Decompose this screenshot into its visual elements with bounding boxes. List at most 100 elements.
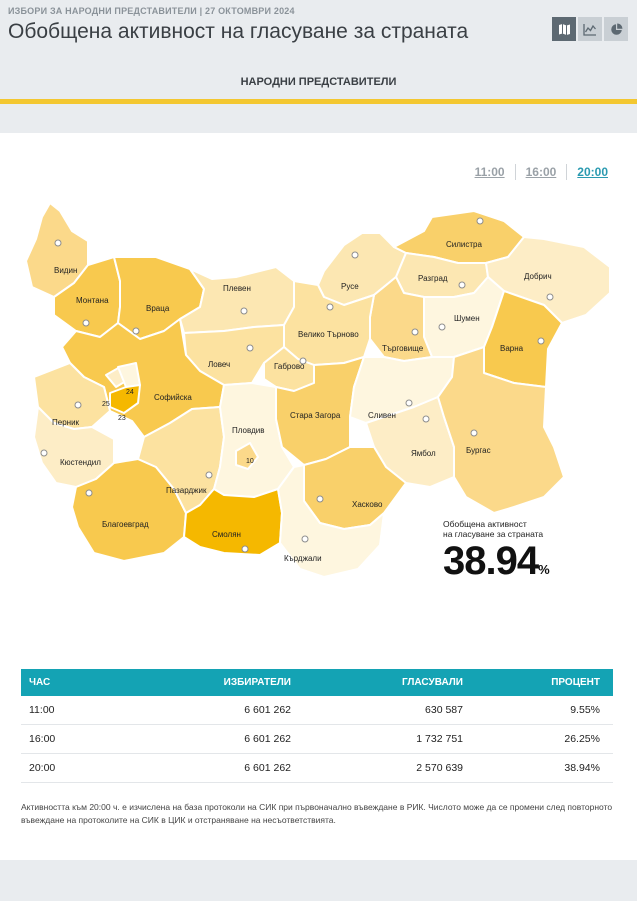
city-marker	[476, 217, 484, 225]
city-marker	[405, 399, 413, 407]
table-row: 16:00 6 601 262 1 732 751 26.25%	[21, 725, 613, 754]
main-card: 11:00 16:00 20:00 Видин Монтана Враца Плеве…	[0, 133, 637, 860]
cell-hour: 11:00	[29, 704, 55, 716]
header-voted: ГЛАСУВАЛИ	[402, 677, 463, 688]
city-marker	[458, 281, 466, 289]
region-label: Габрово	[274, 362, 305, 371]
region-label: Благоевград	[102, 520, 149, 529]
page-header: ИЗБОРИ ЗА НАРОДНИ ПРЕДСТАВИТЕЛИ | 27 ОКТ…	[0, 0, 637, 104]
city-marker	[411, 328, 419, 336]
region-label: Кърджали	[284, 554, 322, 563]
city-marker	[438, 323, 446, 331]
summary-label-line2: на гласуване за страната	[443, 529, 544, 539]
region-label: Разград	[418, 274, 448, 283]
region-label: Велико Търново	[298, 330, 359, 339]
turnout-summary: Обобщена активност на гласуване за стран…	[443, 519, 563, 590]
city-marker	[205, 471, 213, 479]
city-marker	[246, 344, 254, 352]
city-region-10[interactable]	[235, 442, 259, 470]
city-region-label: 10	[246, 458, 254, 465]
region-label: Ловеч	[208, 360, 230, 369]
tab-2000[interactable]: 20:00	[577, 165, 608, 179]
subnav-title[interactable]: НАРОДНИ ПРЕДСТАВИТЕЛИ	[240, 76, 397, 88]
region-label: Шумен	[454, 314, 480, 323]
time-tabs: 11:00 16:00 20:00	[475, 164, 608, 180]
turnout-table: ЧАС ИЗБИРАТЕЛИ ГЛАСУВАЛИ ПРОЦЕНТ 11:00 6…	[21, 669, 613, 783]
region-label: Русе	[341, 282, 359, 291]
region-label: Стара Загора	[290, 411, 341, 420]
city-marker	[240, 307, 248, 315]
summary-value: 38.94%	[443, 541, 563, 590]
region-label: Бургас	[466, 446, 491, 455]
region-label: Кюстендил	[60, 458, 101, 467]
region-label: Смолян	[212, 530, 241, 539]
cell-hour: 20:00	[29, 762, 56, 774]
table-header: ЧАС ИЗБИРАТЕЛИ ГЛАСУВАЛИ ПРОЦЕНТ	[21, 669, 613, 696]
city-marker	[132, 327, 140, 335]
city-marker	[422, 415, 430, 423]
tab-1600[interactable]: 16:00	[525, 165, 557, 179]
region-label: Перник	[52, 418, 80, 427]
region-label: Монтана	[76, 296, 109, 305]
city-marker	[326, 303, 334, 311]
city-marker	[241, 545, 249, 553]
cell-percent: 26.25%	[564, 733, 600, 745]
line-chart-icon	[583, 23, 596, 36]
city-marker	[74, 401, 82, 409]
map-icon	[558, 23, 570, 35]
region-label: Пловдив	[232, 426, 265, 435]
city-marker	[537, 337, 545, 345]
region-label: Пазарджик	[166, 486, 207, 495]
region-label: Варна	[500, 344, 524, 353]
header-voters: ИЗБИРАТЕЛИ	[223, 677, 291, 688]
city-marker	[301, 535, 309, 543]
tab-separator	[514, 164, 516, 180]
city-region-label: 24	[126, 389, 134, 396]
city-marker	[40, 449, 48, 457]
tab-separator	[566, 164, 568, 180]
region-label: Търговище	[382, 344, 424, 353]
region-label: Добрич	[524, 272, 552, 281]
region-label: Видин	[54, 266, 77, 275]
cell-voters: 6 601 262	[244, 733, 291, 745]
city-marker	[82, 319, 90, 327]
cell-voters: 6 601 262	[244, 704, 291, 716]
cell-voted: 2 570 639	[416, 762, 463, 774]
view-toggle	[552, 17, 628, 41]
city-marker	[546, 293, 554, 301]
region-label: Плевен	[223, 284, 251, 293]
cell-percent: 38.94%	[564, 762, 600, 774]
line-chart-view-button[interactable]	[578, 17, 602, 41]
region-кърджали[interactable]	[277, 464, 385, 578]
region-label: Софийска	[154, 393, 192, 402]
city-marker	[85, 489, 93, 497]
region-label: Силистра	[446, 240, 482, 249]
city-region-label: 23	[118, 415, 126, 422]
table-row: 11:00 6 601 262 630 587 9.55%	[21, 696, 613, 725]
summary-unit: %	[538, 562, 550, 577]
header-percent: ПРОЦЕНТ	[551, 677, 600, 688]
city-marker	[54, 239, 62, 247]
bulgaria-turnout-map: Видин Монтана Враца Плевен Русе Силистра Разгр…	[25, 202, 611, 578]
city-marker	[316, 495, 324, 503]
region-бургас[interactable]	[437, 346, 565, 514]
region-label: Хасково	[352, 500, 383, 509]
pie-chart-view-button[interactable]	[604, 17, 628, 41]
cell-hour: 16:00	[29, 733, 56, 745]
page-title: Обобщена активност на гласуване за стран…	[8, 20, 469, 43]
region-label: Сливен	[368, 411, 396, 420]
cell-percent: 9.55%	[570, 704, 600, 716]
footnote: Активността към 20:00 ч. е изчислена на …	[21, 802, 613, 825]
summary-label-line1: Обобщена активност	[443, 519, 527, 529]
cell-voted: 1 732 751	[416, 733, 463, 745]
summary-number: 38.94	[443, 539, 539, 583]
table-row: 20:00 6 601 262 2 570 639 38.94%	[21, 754, 613, 783]
election-kicker: ИЗБОРИ ЗА НАРОДНИ ПРЕДСТАВИТЕЛИ | 27 ОКТ…	[8, 6, 295, 16]
city-region-23[interactable]	[109, 384, 141, 414]
map-view-button[interactable]	[552, 17, 576, 41]
pie-chart-icon	[610, 23, 622, 35]
tab-1100[interactable]: 11:00	[474, 165, 505, 179]
region-label: Враца	[146, 304, 170, 313]
city-marker	[470, 429, 478, 437]
city-region-label: 25	[102, 401, 110, 408]
